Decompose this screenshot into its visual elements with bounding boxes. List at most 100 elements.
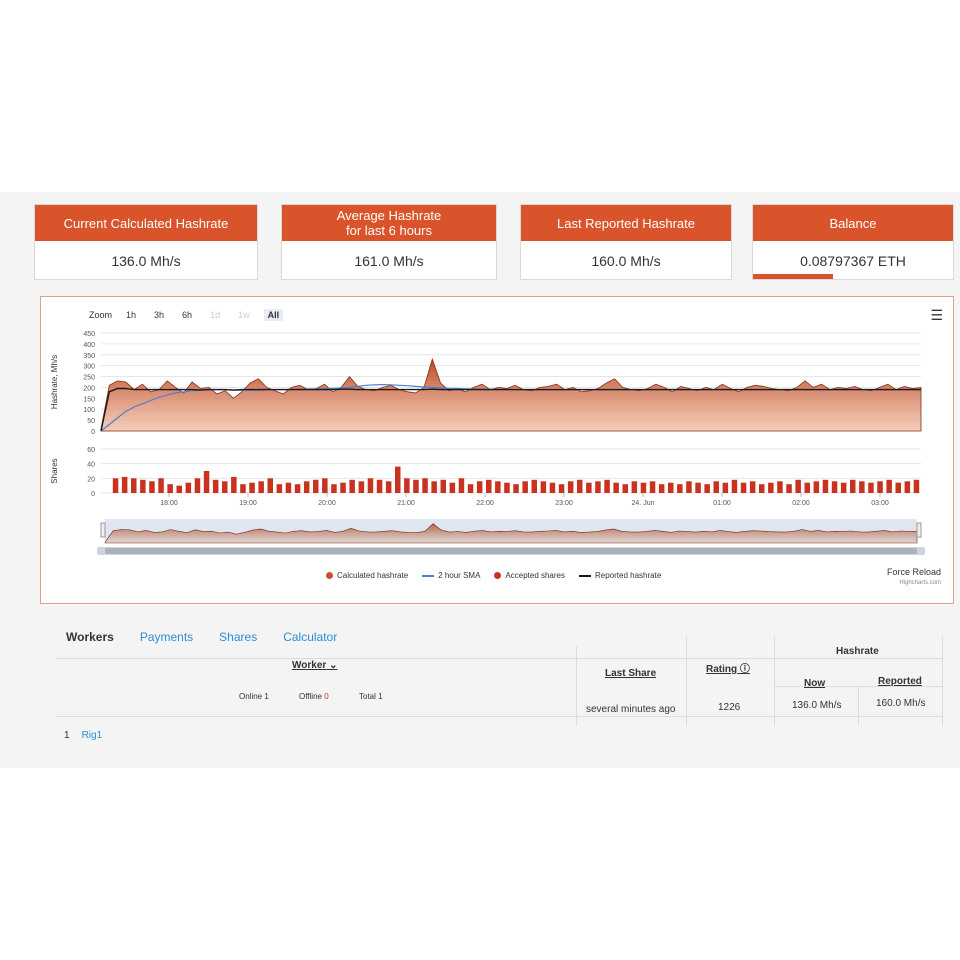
accepted-shares-bar <box>640 482 647 493</box>
accepted-shares-bar <box>695 482 701 493</box>
accepted-shares-bar <box>140 479 146 493</box>
worker-sort-header[interactable]: Worker ⌄ <box>292 660 337 671</box>
divider <box>858 686 859 726</box>
card-value: 136.0 Mh/s <box>111 253 181 269</box>
tab-workers[interactable]: Workers <box>66 630 114 644</box>
accepted-shares-bar <box>422 478 428 493</box>
accepted-shares-bar <box>303 481 310 493</box>
accepted-shares-bar <box>649 481 656 493</box>
accepted-shares-bar <box>467 484 474 493</box>
reported-header[interactable]: Reported <box>878 676 922 687</box>
zoom-1w-button[interactable]: 1w <box>238 310 250 320</box>
zoom-selector: Zoom 1h 3h 6h 1d 1w All <box>89 309 284 321</box>
info-icon: ⓘ <box>739 664 750 675</box>
card-title: Last Reported Hashrate <box>521 205 731 241</box>
legend-reported-hashrate[interactable]: Reported hashrate <box>579 571 661 580</box>
zoom-6h-button[interactable]: 6h <box>182 310 193 320</box>
tab-calculator[interactable]: Calculator <box>283 630 338 644</box>
last-share-value: several minutes ago <box>586 704 676 715</box>
accepted-shares-bar <box>549 482 556 493</box>
x-tick-label: 01:00 <box>713 500 731 507</box>
zoom-1h-button[interactable]: 1h <box>126 310 137 320</box>
zoom-1d-button[interactable]: 1d <box>210 310 221 320</box>
online-count: Online 1 <box>239 692 269 701</box>
accepted-shares-bar <box>486 479 492 493</box>
accepted-shares-bar <box>658 484 665 493</box>
accepted-shares-bar <box>668 482 674 493</box>
accepted-shares-bar <box>768 482 774 493</box>
offline-label: Offline <box>299 692 322 701</box>
accepted-shares-bar <box>704 484 710 493</box>
divider <box>774 636 775 726</box>
lower-axis-label: Shares <box>50 458 59 483</box>
balance-progress-bar <box>753 274 833 279</box>
workers-table: Worker ⌄ Online 1 Offline 0 Total 1 Last… <box>56 636 943 728</box>
force-reload-button[interactable]: Force Reload <box>886 567 941 577</box>
accepted-shares-bar <box>604 479 610 493</box>
accepted-shares-bar <box>331 484 337 493</box>
tab-shares[interactable]: Shares <box>219 630 258 644</box>
card-value: 0.08797367 ETH <box>800 253 906 269</box>
zoom-label: Zoom <box>89 310 113 320</box>
x-tick-label: 22:00 <box>476 500 494 507</box>
circle-icon <box>326 572 333 579</box>
chevron-down-icon: ⌄ <box>329 660 338 671</box>
legend-label: Reported hashrate <box>595 571 662 580</box>
chart-menu-icon[interactable]: ☰ <box>930 307 943 323</box>
last-share-header[interactable]: Last Share <box>605 668 657 679</box>
accepted-shares-bar <box>185 482 192 493</box>
now-header[interactable]: Now <box>804 678 826 689</box>
accepted-shares-bar <box>258 481 264 493</box>
offline-value: 0 <box>324 692 329 701</box>
zoom-all-button[interactable]: All <box>263 309 284 321</box>
accepted-shares-bar <box>677 484 683 493</box>
row-index: 1 <box>64 730 70 741</box>
divider <box>576 646 577 726</box>
upper-tick-label: 100 <box>83 407 95 414</box>
upper-tick-label: 450 <box>83 331 95 338</box>
x-tick-label: 02:00 <box>792 500 810 507</box>
accepted-shares-bar <box>395 466 401 493</box>
accepted-shares-bar <box>731 479 738 493</box>
tab-payments[interactable]: Payments <box>139 630 194 644</box>
accepted-shares-bar <box>886 479 892 493</box>
chart-legend: Calculated hashrate 2 hour SMA Accepted … <box>326 571 661 580</box>
accepted-shares-bar <box>567 481 574 493</box>
accepted-shares-bar <box>413 479 419 493</box>
navigator-scrollbar-thumb[interactable] <box>105 548 917 554</box>
navigator-right-handle[interactable] <box>916 522 922 538</box>
accepted-shares-bar <box>595 481 601 493</box>
line-icon <box>579 574 591 577</box>
accepted-shares-bar <box>276 484 283 493</box>
legend-2-hour-sma[interactable]: 2 hour SMA <box>422 571 480 580</box>
accepted-shares-bar <box>749 481 756 493</box>
accepted-shares-bar <box>376 479 383 493</box>
navigator-left-handle[interactable] <box>100 522 106 538</box>
accepted-shares-bar <box>249 482 255 493</box>
rating-header[interactable]: Rating ⓘ <box>706 660 750 675</box>
accepted-shares-bar <box>340 482 346 493</box>
upper-tick-label: 400 <box>83 342 95 349</box>
accepted-shares-bar <box>458 478 465 493</box>
legend-calculated-hashrate[interactable]: Calculated hashrate <box>326 571 408 580</box>
accepted-shares-bar <box>831 481 838 493</box>
now-hashrate-value: 136.0 Mh/s <box>792 700 842 711</box>
legend-label: Accepted shares <box>505 571 565 580</box>
chart-credits[interactable]: Highcharts.com <box>899 580 941 586</box>
navigator-series <box>104 523 918 544</box>
line-icon <box>422 574 435 577</box>
lower-tick-label: 20 <box>87 476 95 483</box>
accepted-shares-bar <box>558 484 565 493</box>
zoom-3h-button[interactable]: 3h <box>154 310 165 320</box>
rating-value: 1226 <box>718 702 741 713</box>
legend-accepted-shares[interactable]: Accepted shares <box>494 571 565 580</box>
accepted-shares-bar <box>367 478 374 493</box>
legend-label: 2 hour SMA <box>438 571 481 580</box>
tab-bar: Workers Payments Shares Calculator <box>66 630 337 644</box>
accepted-shares-bar <box>449 482 456 493</box>
worker-header-label: Worker <box>292 660 327 671</box>
accepted-shares-bar <box>740 482 747 493</box>
worker-name-link[interactable]: Rig1 <box>81 730 103 741</box>
accepted-shares-bar <box>850 479 856 493</box>
